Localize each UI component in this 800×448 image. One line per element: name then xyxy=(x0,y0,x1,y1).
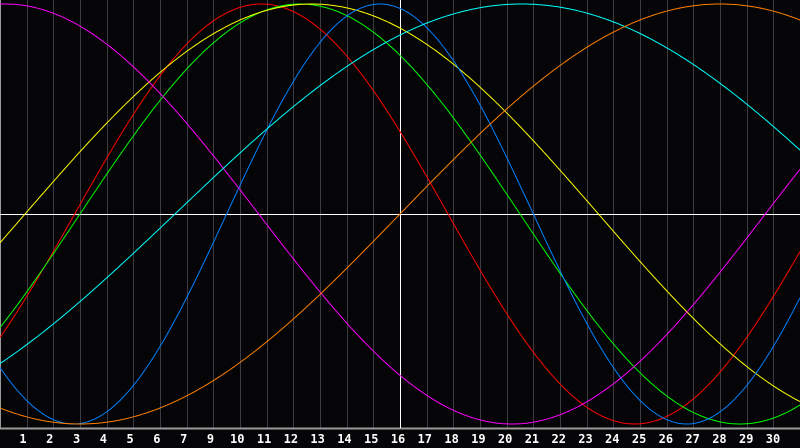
series-line-2 xyxy=(0,3,800,425)
x-tick-label: 19 xyxy=(471,432,485,446)
x-tick-label: 13 xyxy=(310,432,324,446)
x-tick-label: 29 xyxy=(739,432,753,446)
x-tick-label: 2 xyxy=(46,432,53,446)
series-line-7 xyxy=(0,3,800,425)
x-tick-label: 27 xyxy=(685,432,699,446)
x-tick-label: 12 xyxy=(284,432,298,446)
x-tick-label: 3 xyxy=(73,432,80,446)
series-line-6 xyxy=(0,3,800,365)
x-tick-label: 15 xyxy=(364,432,378,446)
x-tick-label: 4 xyxy=(100,432,107,446)
x-tick-label: 20 xyxy=(498,432,512,446)
x-tick-label: 18 xyxy=(444,432,458,446)
series-line-3 xyxy=(0,3,800,403)
x-tick-label: 1 xyxy=(19,432,26,446)
series-line-1 xyxy=(0,3,800,425)
x-tick-label: 26 xyxy=(659,432,673,446)
x-tick-label: 23 xyxy=(578,432,592,446)
x-tick-label: 14 xyxy=(337,432,351,446)
x-tick-label: 22 xyxy=(551,432,565,446)
x-tick-label: 10 xyxy=(230,432,244,446)
x-tick-label: 7 xyxy=(180,432,187,446)
series-line-4 xyxy=(0,3,800,425)
x-tick-label: 25 xyxy=(632,432,646,446)
x-tick-label: 6 xyxy=(153,432,160,446)
x-tick-label: 16 xyxy=(391,432,405,446)
x-tick-label: 21 xyxy=(525,432,539,446)
x-tick-label: 5 xyxy=(127,432,134,446)
x-tick-label: 24 xyxy=(605,432,619,446)
x-tick-label: 28 xyxy=(712,432,726,446)
series-line-5 xyxy=(0,3,800,425)
x-tick-label: 9 xyxy=(207,432,214,446)
x-tick-label: 30 xyxy=(766,432,780,446)
x-tick-label: 11 xyxy=(257,432,271,446)
x-tick-label: 17 xyxy=(418,432,432,446)
